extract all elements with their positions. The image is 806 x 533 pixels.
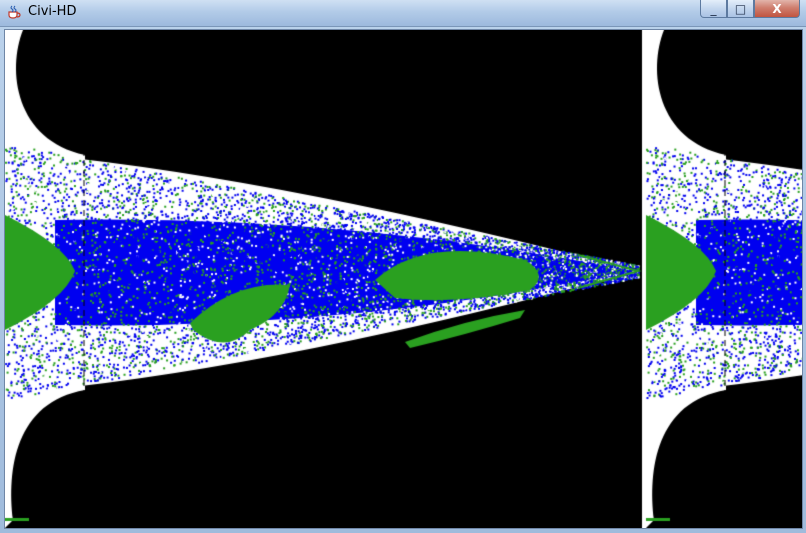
window-controls: _ □ X [700, 0, 800, 19]
minimize-button[interactable]: _ [700, 0, 727, 18]
maximize-button[interactable]: □ [727, 0, 754, 18]
game-viewport[interactable] [4, 29, 803, 529]
minimize-icon: _ [710, 1, 717, 16]
window-title: Civi-HD [28, 4, 77, 19]
maximize-icon: □ [734, 1, 747, 16]
title-bar[interactable]: Civi-HD _ □ X [0, 0, 806, 27]
world-map-canvas[interactable] [5, 30, 802, 528]
java-cup-icon [6, 4, 22, 20]
close-button[interactable]: X [754, 0, 800, 18]
close-icon: X [772, 1, 782, 16]
